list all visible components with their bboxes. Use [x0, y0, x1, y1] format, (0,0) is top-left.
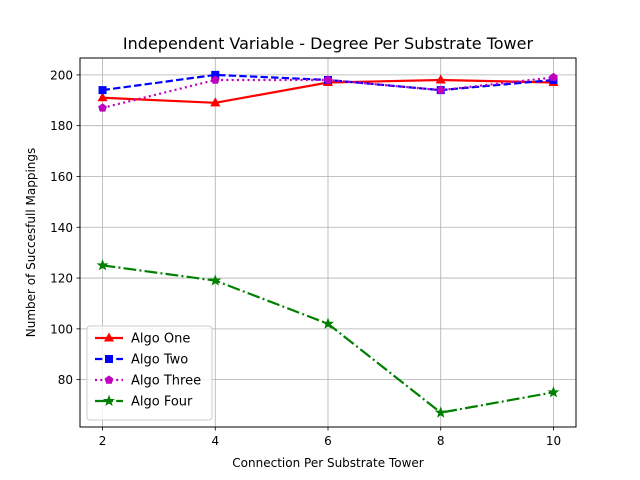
series-4: [96, 259, 560, 418]
data-point: [97, 92, 108, 102]
y-tick-label: 180: [50, 119, 73, 133]
y-tick-label: 140: [50, 221, 73, 235]
legend-label: Algo One: [131, 332, 190, 347]
y-tick-label: 100: [50, 322, 73, 336]
data-point: [98, 103, 107, 112]
y-tick-label: 160: [50, 170, 73, 184]
y-axis-label: Number of Succesfull Mappings: [24, 148, 38, 338]
legend-marker: [105, 355, 113, 363]
legend-box: [86, 325, 213, 421]
legend-item: Algo Three: [95, 374, 201, 389]
legend-marker: [104, 375, 114, 384]
x-tick-label: 8: [437, 434, 445, 448]
legend-label: Algo Two: [131, 353, 188, 368]
grid: [80, 58, 576, 427]
series-layer: [96, 70, 560, 418]
data-point: [434, 406, 447, 418]
data-point: [209, 274, 222, 286]
data-point: [210, 75, 220, 84]
y-tick-label: 200: [50, 68, 73, 82]
legend: Algo One Algo Two Algo Three Algo Four: [86, 325, 213, 421]
y-tick-label: 80: [58, 373, 73, 387]
legend-label: Algo Four: [131, 395, 193, 410]
x-axis-label: Connection Per Substrate Tower: [232, 456, 423, 470]
y-tick-label: 120: [50, 272, 73, 286]
data-point: [98, 86, 107, 95]
x-tick-label: 10: [546, 434, 561, 448]
data-point: [547, 386, 560, 398]
x-tick-label: 2: [99, 434, 107, 448]
axis-ticks: 2 4 6 8 10 80 100 120 140 160 180 200: [50, 68, 561, 448]
legend-marker: [103, 394, 115, 407]
legend-item: Algo Two: [95, 353, 188, 368]
data-point: [435, 74, 446, 84]
x-tick-label: 4: [211, 434, 219, 448]
data-point: [210, 97, 221, 107]
chart-title: Independent Variable - Degree Per Substr…: [123, 34, 534, 53]
legend-marker: [103, 332, 115, 342]
series-3: [98, 72, 558, 112]
data-point: [323, 75, 333, 84]
data-point: [96, 259, 109, 271]
data-point: [436, 85, 446, 94]
data-point: [322, 317, 334, 329]
legend-item: Algo One: [95, 332, 190, 347]
x-tick-label: 6: [324, 434, 332, 448]
legend-item: Algo Four: [95, 395, 193, 410]
legend-label: Algo Three: [131, 374, 201, 389]
data-point: [549, 72, 558, 82]
